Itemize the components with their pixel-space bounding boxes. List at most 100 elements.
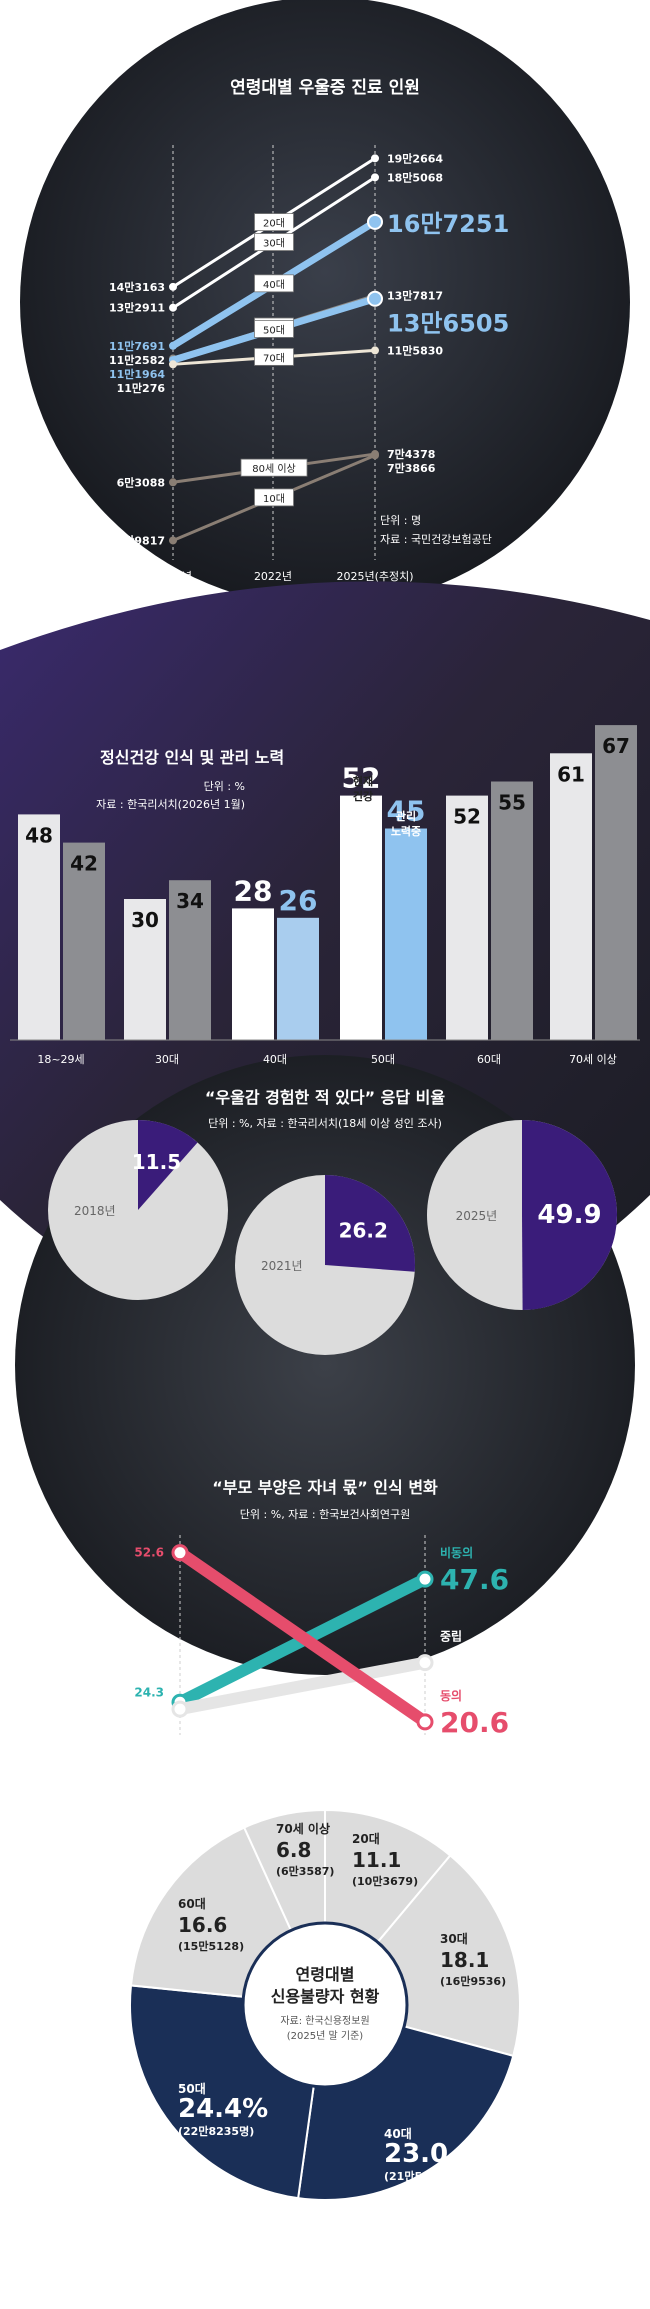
series-start-label: 52.6 [134, 1546, 164, 1560]
slice-value-label: 24.4% [178, 2094, 268, 2124]
bar [169, 880, 211, 1040]
series-name-label: 40대 [263, 279, 285, 291]
series-end-point [416, 1713, 434, 1731]
bar [550, 753, 592, 1040]
category-label: 40대 [263, 1053, 287, 1066]
legend-manage-line1: 관리 [396, 809, 416, 823]
bar [63, 842, 105, 1040]
bar [446, 795, 488, 1040]
series-end-label: 7만4378 [387, 447, 435, 461]
legend-recognize-line1: 현재 [353, 774, 373, 788]
bar-value-label: 55 [498, 791, 526, 815]
category-label: 18~29세 [37, 1053, 84, 1066]
slice-value-label: 16.6 [178, 1913, 227, 1937]
category-label: 30대 [155, 1053, 179, 1066]
series-name-tag [254, 320, 294, 338]
bar-value-label: 28 [234, 874, 273, 907]
section2-unit: 단위 : % [204, 780, 245, 793]
legend-recognize-line2: 건강 [353, 789, 373, 803]
bar [18, 814, 60, 1040]
slice-count-label: (15만5128) [178, 1939, 244, 1953]
pie-year-label: 2025년 [456, 1209, 498, 1223]
series-start-label: 14만3163 [109, 280, 165, 294]
series-name-tag [254, 233, 294, 251]
pie-value-label: 26.2 [339, 1219, 388, 1243]
series-end-label: 20.6 [440, 1706, 509, 1739]
slice-count-label: (10만3679) [352, 1874, 418, 1888]
bar-value-label: 52 [453, 805, 481, 829]
series-end-label: 16만7251 [387, 210, 509, 238]
pie-value-label: 11.5 [132, 1150, 181, 1174]
section3-title: “우울감 경험한 적 있다” 응답 비율 [205, 1088, 446, 1107]
series-start-label: 23.0 [134, 1708, 164, 1722]
series-line [174, 1656, 431, 1716]
bar-value-label: 67 [602, 734, 630, 758]
pie-year-label: 2021년 [261, 1259, 303, 1273]
slice-value-label: 18.1 [440, 1948, 489, 1972]
bar-value-label: 61 [557, 762, 585, 786]
bar-value-label: 26 [279, 884, 318, 917]
slice-name-label: 60대 [178, 1897, 206, 1911]
bar-value-label: 42 [70, 852, 98, 876]
x-tick-label: 2007년 [161, 1745, 199, 1758]
slice-name-label: 40대 [384, 2127, 412, 2141]
slice-value-label: 23.0 [384, 2139, 448, 2169]
slice-count-label: (16만9536) [440, 1974, 506, 1988]
section1-source: 자료 : 국민건강보험공단 [380, 533, 492, 546]
slice-value-label: 11.1 [352, 1848, 401, 1872]
section1-title: 연령대별 우울증 진료 인원 [230, 77, 420, 98]
series-end-label: 7만3866 [387, 461, 436, 475]
series-end-label: 31.8 [440, 1647, 509, 1680]
slice-value-label: 6.8 [276, 1838, 311, 1862]
series-start-label: 6만3088 [117, 475, 165, 489]
series-name-tag [254, 274, 294, 293]
series-name-tag [254, 213, 294, 231]
series-start-point [169, 478, 177, 487]
bar [340, 795, 382, 1040]
category-label: 70세 이상 [569, 1053, 617, 1066]
slice-count-label: (22만8235명) [178, 2124, 254, 2138]
series-name-label: 80세 이상 [252, 463, 296, 475]
pie-slice [138, 1120, 198, 1210]
series-end-point [371, 346, 379, 355]
series-end-point [416, 1570, 434, 1588]
series-start-point [171, 1544, 189, 1562]
series-start-point [169, 360, 177, 369]
series-start-point [169, 282, 177, 291]
series-name-tag [254, 347, 294, 366]
series-end-label: 47.6 [440, 1563, 509, 1596]
series-end-label: 13만6505 [387, 309, 509, 337]
slice-name-label: 70세 이상 [276, 1821, 330, 1836]
x-tick-label: 2020년 [154, 570, 192, 583]
slice-name-label: 30대 [440, 1932, 468, 1946]
pie-year-label: 2018년 [74, 1204, 116, 1218]
bar-value-label: 34 [176, 889, 204, 913]
bar [385, 828, 427, 1040]
bar [595, 725, 637, 1040]
section3-subtitle: 단위 : %, 자료 : 한국리서치(18세 이상 성인 조사) [208, 1117, 442, 1130]
slice-count-label: (21만5479) [384, 2169, 450, 2183]
bar-value-label: 48 [25, 823, 53, 847]
section4-subtitle: 단위 : %, 자료 : 한국보건사회연구원 [240, 1508, 410, 1521]
series-end-label: 13만7817 [387, 288, 443, 302]
section5-source-line1: 자료: 한국신용정보원 [280, 2015, 369, 2027]
section5-title-line2: 신용불량자 현황 [271, 1987, 380, 2006]
bar-value-label: 30 [131, 908, 159, 932]
bar [491, 781, 533, 1040]
bar-value-label: 45 [387, 795, 426, 828]
slice-count-label: (6만3587) [276, 1864, 334, 1878]
series-name-label: 10대 [263, 493, 285, 505]
series-end-point [371, 451, 379, 460]
series-end-label: 18만5068 [387, 170, 443, 184]
x-tick-label: 2025년(추정치) [336, 570, 413, 583]
series-start-point [171, 1700, 189, 1718]
series-name-label: 중립 [440, 1630, 462, 1644]
slice-name-label: 50대 [178, 2082, 206, 2096]
section5-title-line1: 연령대별 [296, 1965, 355, 1984]
section4-title: “부모 부양은 자녀 몫” 인식 변화 [212, 1478, 438, 1497]
series-end-point [416, 1654, 434, 1672]
series-name-label: 20대 [263, 218, 285, 230]
